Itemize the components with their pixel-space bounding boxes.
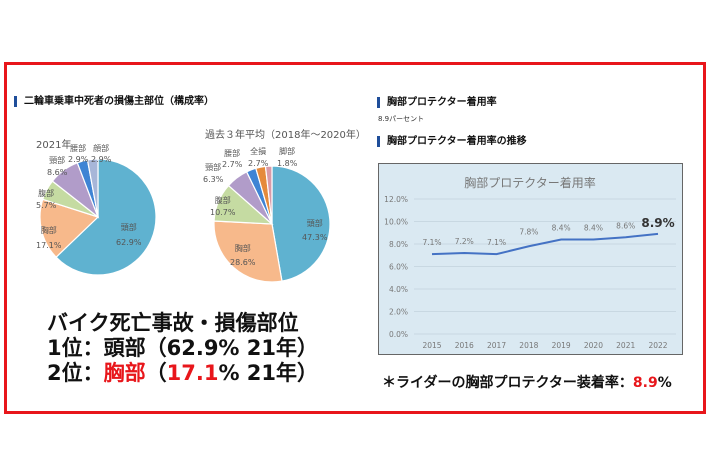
summary-rank1: 1位：頭部（62.9% 21年） [47, 336, 318, 360]
pie-2021-label: 胸部 17.1% [36, 226, 62, 250]
pie-slice-頭部 [271, 165, 331, 282]
x-tick-label: 2020 [584, 341, 603, 350]
y-tick-label: 2.0% [389, 308, 408, 317]
data-label: 8.6% [616, 221, 635, 230]
data-label: 8.9% [641, 216, 674, 230]
y-tick-label: 10.0% [384, 218, 408, 227]
pie-2021 [39, 158, 157, 276]
data-label: 8.4% [552, 224, 571, 233]
protector-trend-heading: 胸部プロテクター着用率の推移 [377, 136, 527, 147]
pie-3yr-label: 腹部 10.7% [210, 196, 236, 217]
protector-caption: ＊ライダーの胸部プロテクター装着率：8.9% [382, 375, 672, 391]
series-line [431, 232, 659, 256]
pie-3yr-label: 脚部 1.8% [277, 147, 298, 168]
pie-3yr-label: 腰部 2.7% [222, 149, 243, 169]
pie-slice-頭部 [55, 158, 157, 276]
pie-3yr-title: 過去３年平均（2018年～2020年） [205, 130, 366, 141]
x-tick-label: 2019 [552, 341, 571, 350]
y-tick-label: 6.0% [389, 263, 408, 272]
pie-3yr-label: 頭部 47.3% [302, 219, 328, 242]
x-tick-label: 2018 [519, 341, 538, 350]
x-tick-label: 2021 [616, 341, 635, 350]
pie-slice-脚部 [264, 165, 273, 225]
summary-title: バイク死亡事故・損傷部位 [47, 311, 299, 335]
pie-2021-label: 腹部 5.7% [36, 189, 57, 210]
protector-heading: 胸部プロテクター着用率 [377, 97, 497, 108]
chart-area [378, 163, 683, 355]
pie-slice-胸部 [213, 220, 283, 283]
x-tick-label: 2016 [455, 341, 474, 350]
pie-3yr-label: 全損 2.7% [248, 147, 269, 168]
summary-rank2: 2位：胸部（17.1% 21年） [47, 361, 319, 385]
data-label: 7.8% [519, 227, 538, 236]
chart-title: 胸部プロテクター着用率 [464, 175, 596, 190]
pie-2021-label: 腰部 2.9% [68, 144, 89, 164]
pie-3yr-average [213, 165, 331, 283]
y-tick-label: 8.0% [389, 240, 408, 249]
highlight-frame [4, 62, 706, 414]
pie-2021-label: 顔部 2.9% [91, 144, 112, 164]
x-tick-label: 2015 [422, 341, 441, 350]
x-tick-label: 2017 [487, 341, 506, 350]
pie-3yr-label: 頸部 6.3% [203, 163, 224, 184]
pie-2021-label: 頭部 62.9% [116, 223, 142, 247]
pie-slice-胸部 [39, 198, 100, 258]
pie-slice-顔部 [86, 158, 99, 218]
injury-heading: 二輪車乗車中死者の損傷主部位（構成率） [14, 96, 214, 107]
summary: バイク死亡事故・損傷部位 1位：頭部（62.9% 21年） 2位：胸部（17.1… [47, 311, 318, 386]
protector-rate-text: 8.9パーセント [378, 115, 425, 123]
pie-2021-label: 頸部 8.6% [47, 156, 68, 177]
pie-3yr-label: 胸部 28.6% [230, 244, 256, 267]
y-tick-label: 12.0% [384, 195, 408, 204]
data-label: 7.1% [422, 238, 441, 247]
pie-charts [39, 158, 331, 283]
line-chart: 胸部プロテクター着用率 0.0% 2.0% 4.0% 6.0% 8.0% 10.0% 12.… [378, 163, 683, 355]
data-label: 7.1% [487, 238, 506, 247]
data-label: 7.2% [455, 237, 474, 246]
x-tick-label: 2022 [648, 341, 667, 350]
data-label: 8.4% [584, 224, 603, 233]
pie-2021-title: 2021年 [36, 140, 72, 151]
y-tick-label: 4.0% [389, 285, 408, 294]
y-tick-label: 0.0% [389, 330, 408, 339]
